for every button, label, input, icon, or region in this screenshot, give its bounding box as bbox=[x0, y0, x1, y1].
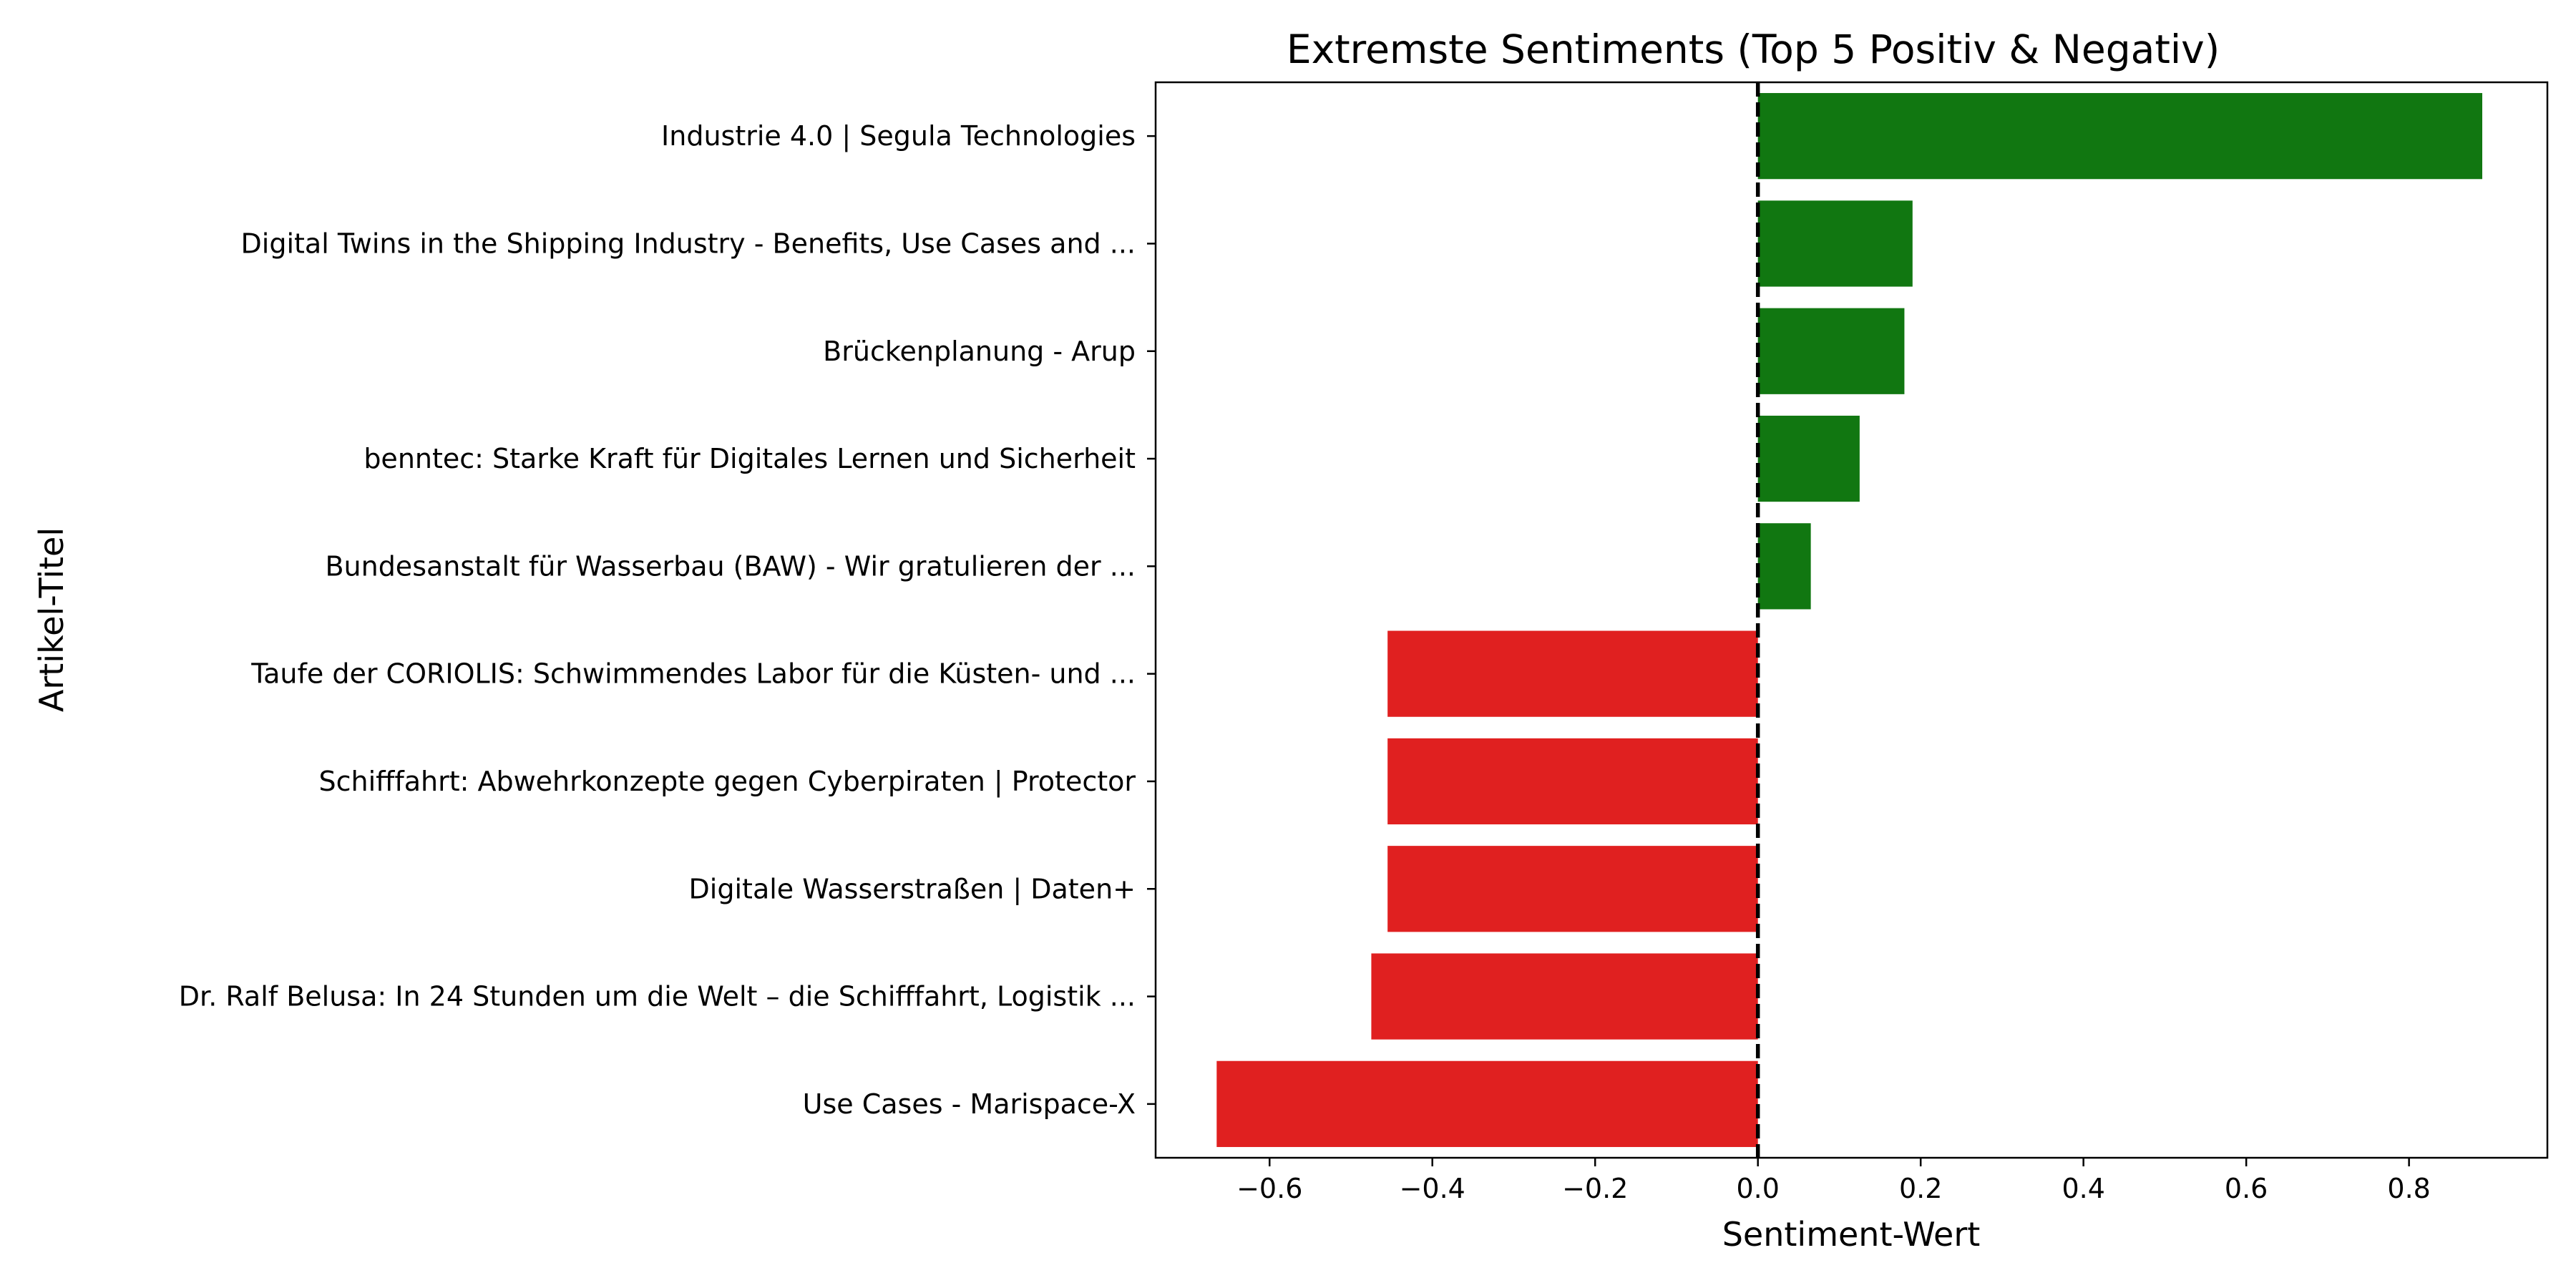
category-label: Bundesanstalt für Wasserbau (BAW) - Wir … bbox=[325, 550, 1136, 582]
category-label: Industrie 4.0 | Segula Technologies bbox=[661, 120, 1136, 152]
x-tick-label: 0.6 bbox=[2225, 1173, 2268, 1204]
category-label: Use Cases - Marispace-X bbox=[803, 1088, 1136, 1120]
y-axis-title: Artikel-Titel bbox=[32, 527, 71, 712]
category-label: Dr. Ralf Belusa: In 24 Stunden um die We… bbox=[179, 981, 1136, 1013]
category-label: Schifffahrt: Abwehrkonzepte gegen Cyberp… bbox=[318, 766, 1136, 798]
chart-title: Extremste Sentiments (Top 5 Positiv & Ne… bbox=[1287, 26, 2220, 72]
plot-frame bbox=[1154, 81, 2549, 1159]
x-tick-label: 0.8 bbox=[2387, 1173, 2430, 1204]
positive-bar bbox=[1757, 523, 1811, 610]
positive-bar bbox=[1757, 200, 1913, 287]
x-tick-label: −0.2 bbox=[1562, 1173, 1628, 1204]
x-axis-ticks: −0.6 −0.4 −0.2 0.0 0.2 0.4 0.6 0.8 bbox=[1236, 1158, 2431, 1204]
negative-bar bbox=[1387, 630, 1758, 717]
bars-layer bbox=[1216, 93, 2483, 1147]
x-axis-title: Sentiment-Wert bbox=[1722, 1215, 1981, 1254]
positive-bar bbox=[1757, 93, 2483, 180]
negative-bar bbox=[1216, 1060, 1758, 1147]
category-label: Digitale Wasserstraßen | Daten+ bbox=[689, 873, 1136, 905]
category-label: Taufe der CORIOLIS: Schwimmendes Labor f… bbox=[250, 658, 1136, 690]
x-tick-label: 0.2 bbox=[1899, 1173, 1942, 1204]
x-tick-label: −0.4 bbox=[1400, 1173, 1465, 1204]
x-tick-label: 0.4 bbox=[2062, 1173, 2104, 1204]
category-label: benntec: Starke Kraft für Digitales Lern… bbox=[364, 443, 1136, 474]
x-tick-label: −0.6 bbox=[1236, 1173, 1302, 1204]
negative-bar bbox=[1387, 738, 1758, 825]
category-label: Digital Twins in the Shipping Industry -… bbox=[241, 228, 1136, 259]
positive-bar bbox=[1757, 415, 1860, 502]
x-tick-label: 0.0 bbox=[1736, 1173, 1779, 1204]
positive-bar bbox=[1757, 308, 1905, 394]
negative-bar bbox=[1387, 846, 1758, 932]
y-axis-category-labels: Industrie 4.0 | Segula Technologies Digit… bbox=[179, 120, 1156, 1120]
category-label: Brückenplanung - Arup bbox=[823, 336, 1136, 367]
negative-bar bbox=[1371, 953, 1758, 1040]
